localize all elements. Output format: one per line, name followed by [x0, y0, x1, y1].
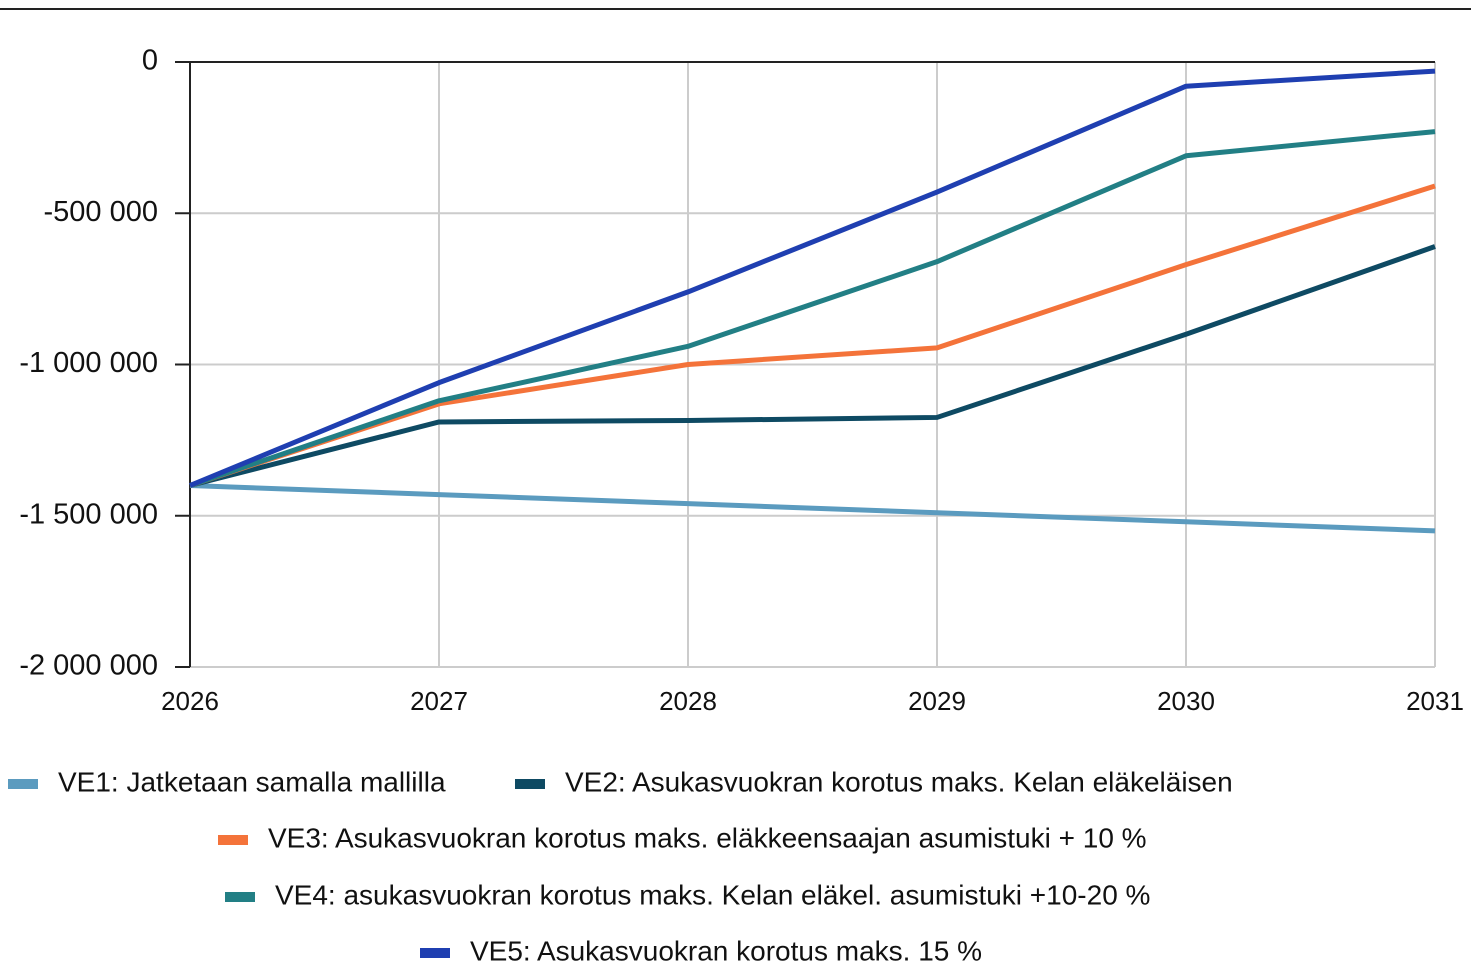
- y-tick-label: -500 000: [44, 196, 159, 228]
- x-tick-label: 2026: [161, 686, 219, 716]
- series-line: [189, 244, 1436, 488]
- x-tick-label: 2028: [659, 686, 717, 716]
- legend-swatch: [420, 948, 450, 958]
- y-tick-label: -1 000 000: [19, 347, 158, 379]
- legend-swatch: [8, 779, 38, 789]
- series-line: [189, 129, 1436, 488]
- legend-swatch: [515, 779, 545, 789]
- x-tick-label: 2027: [410, 686, 468, 716]
- legend-label: VE3: Asukasvuokran korotus maks. eläkkee…: [268, 822, 1147, 853]
- legend-label: VE2: Asukasvuokran korotus maks. Kelan e…: [565, 766, 1233, 797]
- x-tick-label: 2031: [1406, 686, 1464, 716]
- legend-swatch: [225, 892, 255, 902]
- legend-swatch: [218, 835, 248, 845]
- series-line: [189, 183, 1436, 488]
- y-tick-label: 0: [142, 45, 158, 77]
- legend-label: VE1: Jatketaan samalla mallilla: [58, 766, 446, 797]
- y-tick-label: -1 500 000: [19, 498, 158, 530]
- x-tick-label: 2030: [1157, 686, 1215, 716]
- x-tick-label: 2029: [908, 686, 966, 716]
- legend-label: VE4: asukasvuokran korotus maks. Kelan e…: [275, 879, 1150, 910]
- series-line: [189, 68, 1436, 488]
- legend-label: VE5: Asukasvuokran korotus maks. 15 %: [470, 935, 982, 966]
- y-tick-label: -2 000 000: [19, 650, 158, 682]
- series-line: [189, 483, 1436, 534]
